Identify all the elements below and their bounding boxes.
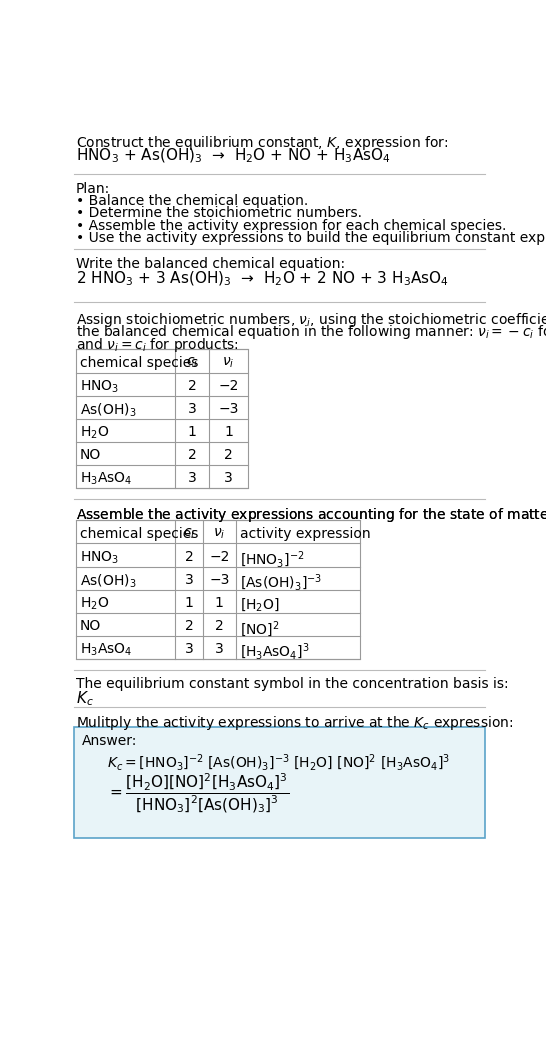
Text: $K_c = [\mathrm{HNO_3}]^{-2}\ [\mathrm{As(OH)_3}]^{-3}\ [\mathrm{H_2O}]\ [\mathr: $K_c = [\mathrm{HNO_3}]^{-2}\ [\mathrm{A…	[107, 753, 450, 774]
Text: H$_3$AsO$_4$: H$_3$AsO$_4$	[80, 471, 132, 488]
Text: HNO$_3$: HNO$_3$	[80, 378, 119, 395]
Text: Plan:: Plan:	[76, 182, 110, 195]
Text: 1: 1	[215, 596, 224, 610]
Text: $= \dfrac{[\mathrm{H_2O}][\mathrm{NO}]^2[\mathrm{H_3AsO_4}]^3}{[\mathrm{HNO_3}]^: $= \dfrac{[\mathrm{H_2O}][\mathrm{NO}]^2…	[107, 771, 289, 815]
Text: 3: 3	[188, 401, 197, 416]
Text: −3: −3	[218, 401, 239, 416]
Text: [NO]$^2$: [NO]$^2$	[240, 619, 279, 639]
Text: 3: 3	[185, 573, 193, 586]
Text: • Assemble the activity expression for each chemical species.: • Assemble the activity expression for e…	[76, 219, 506, 232]
Text: HNO$_3$: HNO$_3$	[80, 550, 119, 566]
Text: Assemble the activity expressions accounting for the state of matter and $\nu_i$: Assemble the activity expressions accoun…	[76, 507, 546, 524]
Text: As(OH)$_3$: As(OH)$_3$	[80, 573, 136, 590]
Text: H$_3$AsO$_4$: H$_3$AsO$_4$	[80, 642, 132, 658]
Text: 2: 2	[185, 619, 193, 633]
Text: 2 HNO$_3$ + 3 As(OH)$_3$  →  H$_2$O + 2 NO + 3 H$_3$AsO$_4$: 2 HNO$_3$ + 3 As(OH)$_3$ → H$_2$O + 2 NO…	[76, 269, 449, 288]
Text: $K_c$: $K_c$	[76, 689, 94, 708]
Bar	[74, 726, 485, 839]
Text: NO: NO	[80, 619, 101, 633]
Text: 1: 1	[185, 596, 194, 610]
Text: Answer:: Answer:	[82, 735, 138, 748]
Text: the balanced chemical equation in the following manner: $\nu_i = -c_i$ for react: the balanced chemical equation in the fo…	[76, 324, 546, 342]
Text: 2: 2	[215, 619, 224, 633]
Text: Write the balanced chemical equation:: Write the balanced chemical equation:	[76, 257, 345, 271]
Text: chemical species: chemical species	[80, 355, 198, 370]
Text: $c_i$: $c_i$	[183, 527, 195, 541]
Bar	[76, 349, 248, 488]
Text: The equilibrium constant symbol in the concentration basis is:: The equilibrium constant symbol in the c…	[76, 678, 509, 692]
Text: 3: 3	[185, 642, 193, 656]
Text: 1: 1	[188, 425, 197, 439]
Text: and $\nu_i = c_i$ for products:: and $\nu_i = c_i$ for products:	[76, 335, 239, 353]
Text: activity expression: activity expression	[240, 527, 370, 540]
Text: $\nu_i$: $\nu_i$	[213, 527, 225, 541]
Text: 3: 3	[188, 471, 197, 486]
Text: Assign stoichiometric numbers, $\nu_i$, using the stoichiometric coefficients, $: Assign stoichiometric numbers, $\nu_i$, …	[76, 311, 546, 329]
Text: −2: −2	[218, 378, 239, 393]
Text: Construct the equilibrium constant, $K$, expression for:: Construct the equilibrium constant, $K$,…	[76, 133, 448, 151]
Text: • Balance the chemical equation.: • Balance the chemical equation.	[76, 193, 308, 208]
Text: 2: 2	[224, 448, 233, 462]
Text: As(OH)$_3$: As(OH)$_3$	[80, 401, 136, 419]
Text: H$_2$O: H$_2$O	[80, 425, 109, 441]
Text: • Use the activity expressions to build the equilibrium constant expression.: • Use the activity expressions to build …	[76, 231, 546, 245]
Text: [H$_2$O]: [H$_2$O]	[240, 596, 279, 613]
Text: 3: 3	[215, 642, 224, 656]
Text: 3: 3	[224, 471, 233, 486]
Text: $c_i$: $c_i$	[186, 355, 198, 370]
Text: [As(OH)$_3$]$^{-3}$: [As(OH)$_3$]$^{-3}$	[240, 573, 322, 593]
Text: −2: −2	[209, 550, 229, 563]
Text: [HNO$_3$]$^{-2}$: [HNO$_3$]$^{-2}$	[240, 550, 304, 570]
Text: [H$_3$AsO$_4$]$^3$: [H$_3$AsO$_4$]$^3$	[240, 642, 309, 662]
Text: H$_2$O: H$_2$O	[80, 596, 109, 613]
Bar	[76, 520, 360, 659]
Text: NO: NO	[80, 448, 101, 462]
Text: chemical species: chemical species	[80, 527, 198, 540]
Text: Mulitply the activity expressions to arrive at the $K_c$ expression:: Mulitply the activity expressions to arr…	[76, 715, 513, 733]
Text: HNO$_3$ + As(OH)$_3$  →  H$_2$O + NO + H$_3$AsO$_4$: HNO$_3$ + As(OH)$_3$ → H$_2$O + NO + H$_…	[76, 146, 391, 165]
Text: 1: 1	[224, 425, 233, 439]
Text: Assemble the activity expressions accounting for the state of matter and $\nu_i$: Assemble the activity expressions accoun…	[76, 507, 546, 524]
Text: 2: 2	[188, 448, 197, 462]
Text: 2: 2	[185, 550, 193, 563]
Text: −3: −3	[209, 573, 229, 586]
Text: • Determine the stoichiometric numbers.: • Determine the stoichiometric numbers.	[76, 206, 362, 221]
Text: 2: 2	[188, 378, 197, 393]
Text: $\nu_i$: $\nu_i$	[222, 355, 235, 370]
